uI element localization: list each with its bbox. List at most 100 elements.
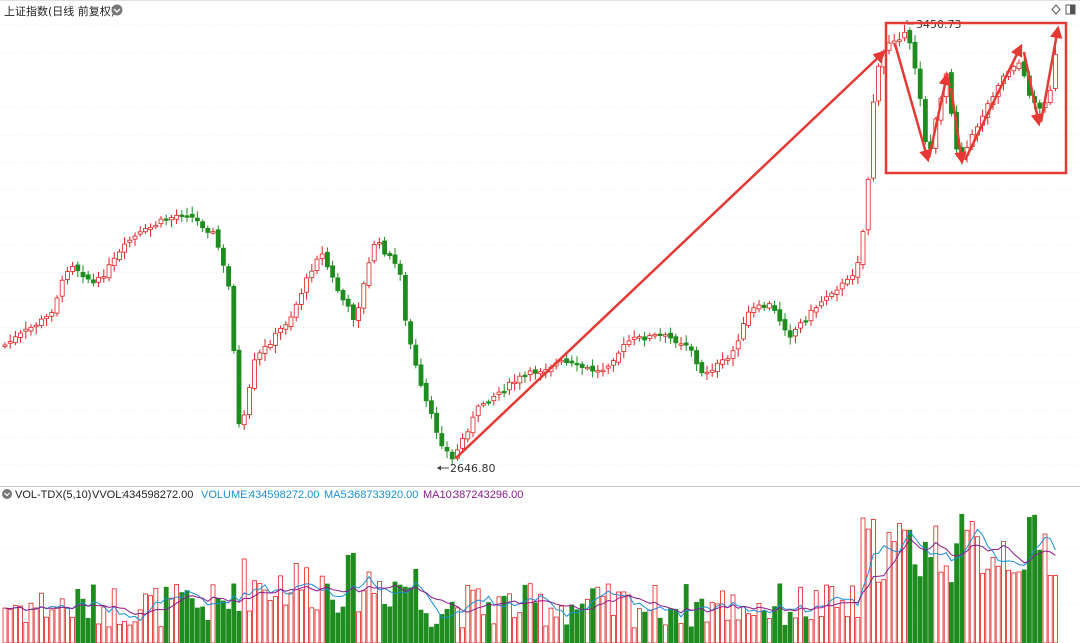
volume-bar: [49, 609, 55, 643]
candle-body: [663, 334, 668, 337]
volume-bar: [730, 594, 736, 643]
candle-body: [631, 336, 637, 340]
diamond-icon[interactable]: [1051, 4, 1061, 15]
candle-body: [184, 215, 190, 218]
volume-bar: [210, 584, 216, 643]
volume-bar: [527, 583, 533, 643]
volume-bar: [933, 525, 939, 643]
volume-bar: [824, 584, 829, 643]
candle-body: [1047, 89, 1053, 103]
candle-body: [569, 360, 575, 364]
volume-bar: [1006, 569, 1011, 643]
volume-bar: [371, 593, 377, 643]
volume-bars: [2, 513, 1058, 643]
volume-bar: [787, 611, 793, 643]
volume-bar: [184, 590, 190, 643]
volume-bar: [709, 602, 715, 643]
volume-bar: [439, 614, 445, 643]
volume-bar: [215, 598, 221, 643]
candle-body: [689, 346, 694, 351]
candle-body: [220, 247, 226, 266]
candle-body: [824, 296, 829, 301]
volume-bar: [673, 608, 679, 643]
volume-bar: [241, 558, 247, 643]
volume-bar: [324, 583, 330, 643]
chevron-down-icon[interactable]: [111, 4, 123, 16]
volume-bar: [106, 626, 112, 643]
candle-body: [626, 340, 632, 345]
candle-body: [428, 400, 434, 414]
candle-body: [387, 253, 393, 257]
volume-bar: [886, 532, 892, 643]
volume-bar: [158, 626, 164, 643]
candle-body: [345, 298, 351, 307]
chevron-down-icon[interactable]: [2, 489, 12, 499]
candle-body: [574, 362, 580, 366]
candle-body: [252, 359, 258, 389]
candle-body: [444, 447, 450, 452]
wave-arrow-3: [949, 87, 967, 165]
volume-bar: [413, 568, 419, 643]
candle-body: [829, 292, 835, 297]
volume-bar: [293, 563, 299, 643]
volume-bar: [205, 620, 211, 643]
volume-bar: [397, 584, 403, 643]
candle-body: [2, 344, 8, 347]
candle-body: [397, 263, 403, 275]
volume-bar: [231, 583, 237, 643]
candle-body: [304, 277, 310, 293]
candle-body: [392, 254, 398, 264]
candle-body: [59, 279, 65, 297]
candle-body: [382, 240, 388, 255]
wave-arrow-6: [1039, 25, 1063, 123]
candle-body: [122, 243, 127, 253]
volume-bar: [39, 592, 44, 643]
volume-bar: [990, 556, 996, 643]
candle-body: [834, 289, 840, 295]
high-annotation: 3450.73: [906, 18, 962, 31]
volume-bar: [834, 606, 840, 643]
volume-bar: [897, 523, 902, 643]
candle-body: [402, 275, 408, 321]
volume-bar: [356, 611, 362, 643]
volume-bar: [444, 608, 450, 643]
candle-body: [350, 304, 356, 320]
volume-bar: [1027, 516, 1032, 643]
volume-bar: [194, 607, 200, 643]
volume-bar: [772, 606, 777, 643]
candle-body: [142, 228, 148, 233]
volume-bar: [111, 588, 117, 643]
candle-body: [361, 283, 367, 309]
volume-bar: [678, 623, 684, 643]
candle-body: [595, 370, 601, 373]
candle-body: [75, 264, 81, 272]
candle-body: [179, 214, 185, 217]
volume-bar: [829, 586, 835, 643]
volume-bar: [891, 541, 897, 643]
candle-body: [886, 42, 892, 51]
candle-body: [309, 270, 315, 279]
volume-bar: [995, 565, 1001, 643]
candle-body: [200, 221, 206, 229]
volume-bar: [621, 591, 627, 643]
candle-body: [486, 401, 492, 404]
candle-body: [210, 231, 216, 234]
candle-body: [912, 41, 918, 69]
volume-bar: [663, 624, 668, 643]
candle-body: [1016, 62, 1022, 70]
wave-arrow-1: [893, 43, 932, 163]
candle-body: [683, 342, 689, 346]
candle-body: [366, 262, 372, 286]
panel-toggle-icon[interactable]: [1065, 4, 1076, 15]
candle-body: [137, 231, 143, 235]
candle-body: [28, 326, 34, 332]
volume-bar: [387, 606, 393, 643]
volume-bar: [782, 624, 788, 643]
candle-body: [746, 311, 751, 326]
candle-body: [101, 276, 107, 279]
candle-body: [371, 244, 377, 262]
candle-body: [85, 274, 91, 280]
candle-body: [465, 431, 471, 440]
candle-body: [335, 277, 341, 291]
